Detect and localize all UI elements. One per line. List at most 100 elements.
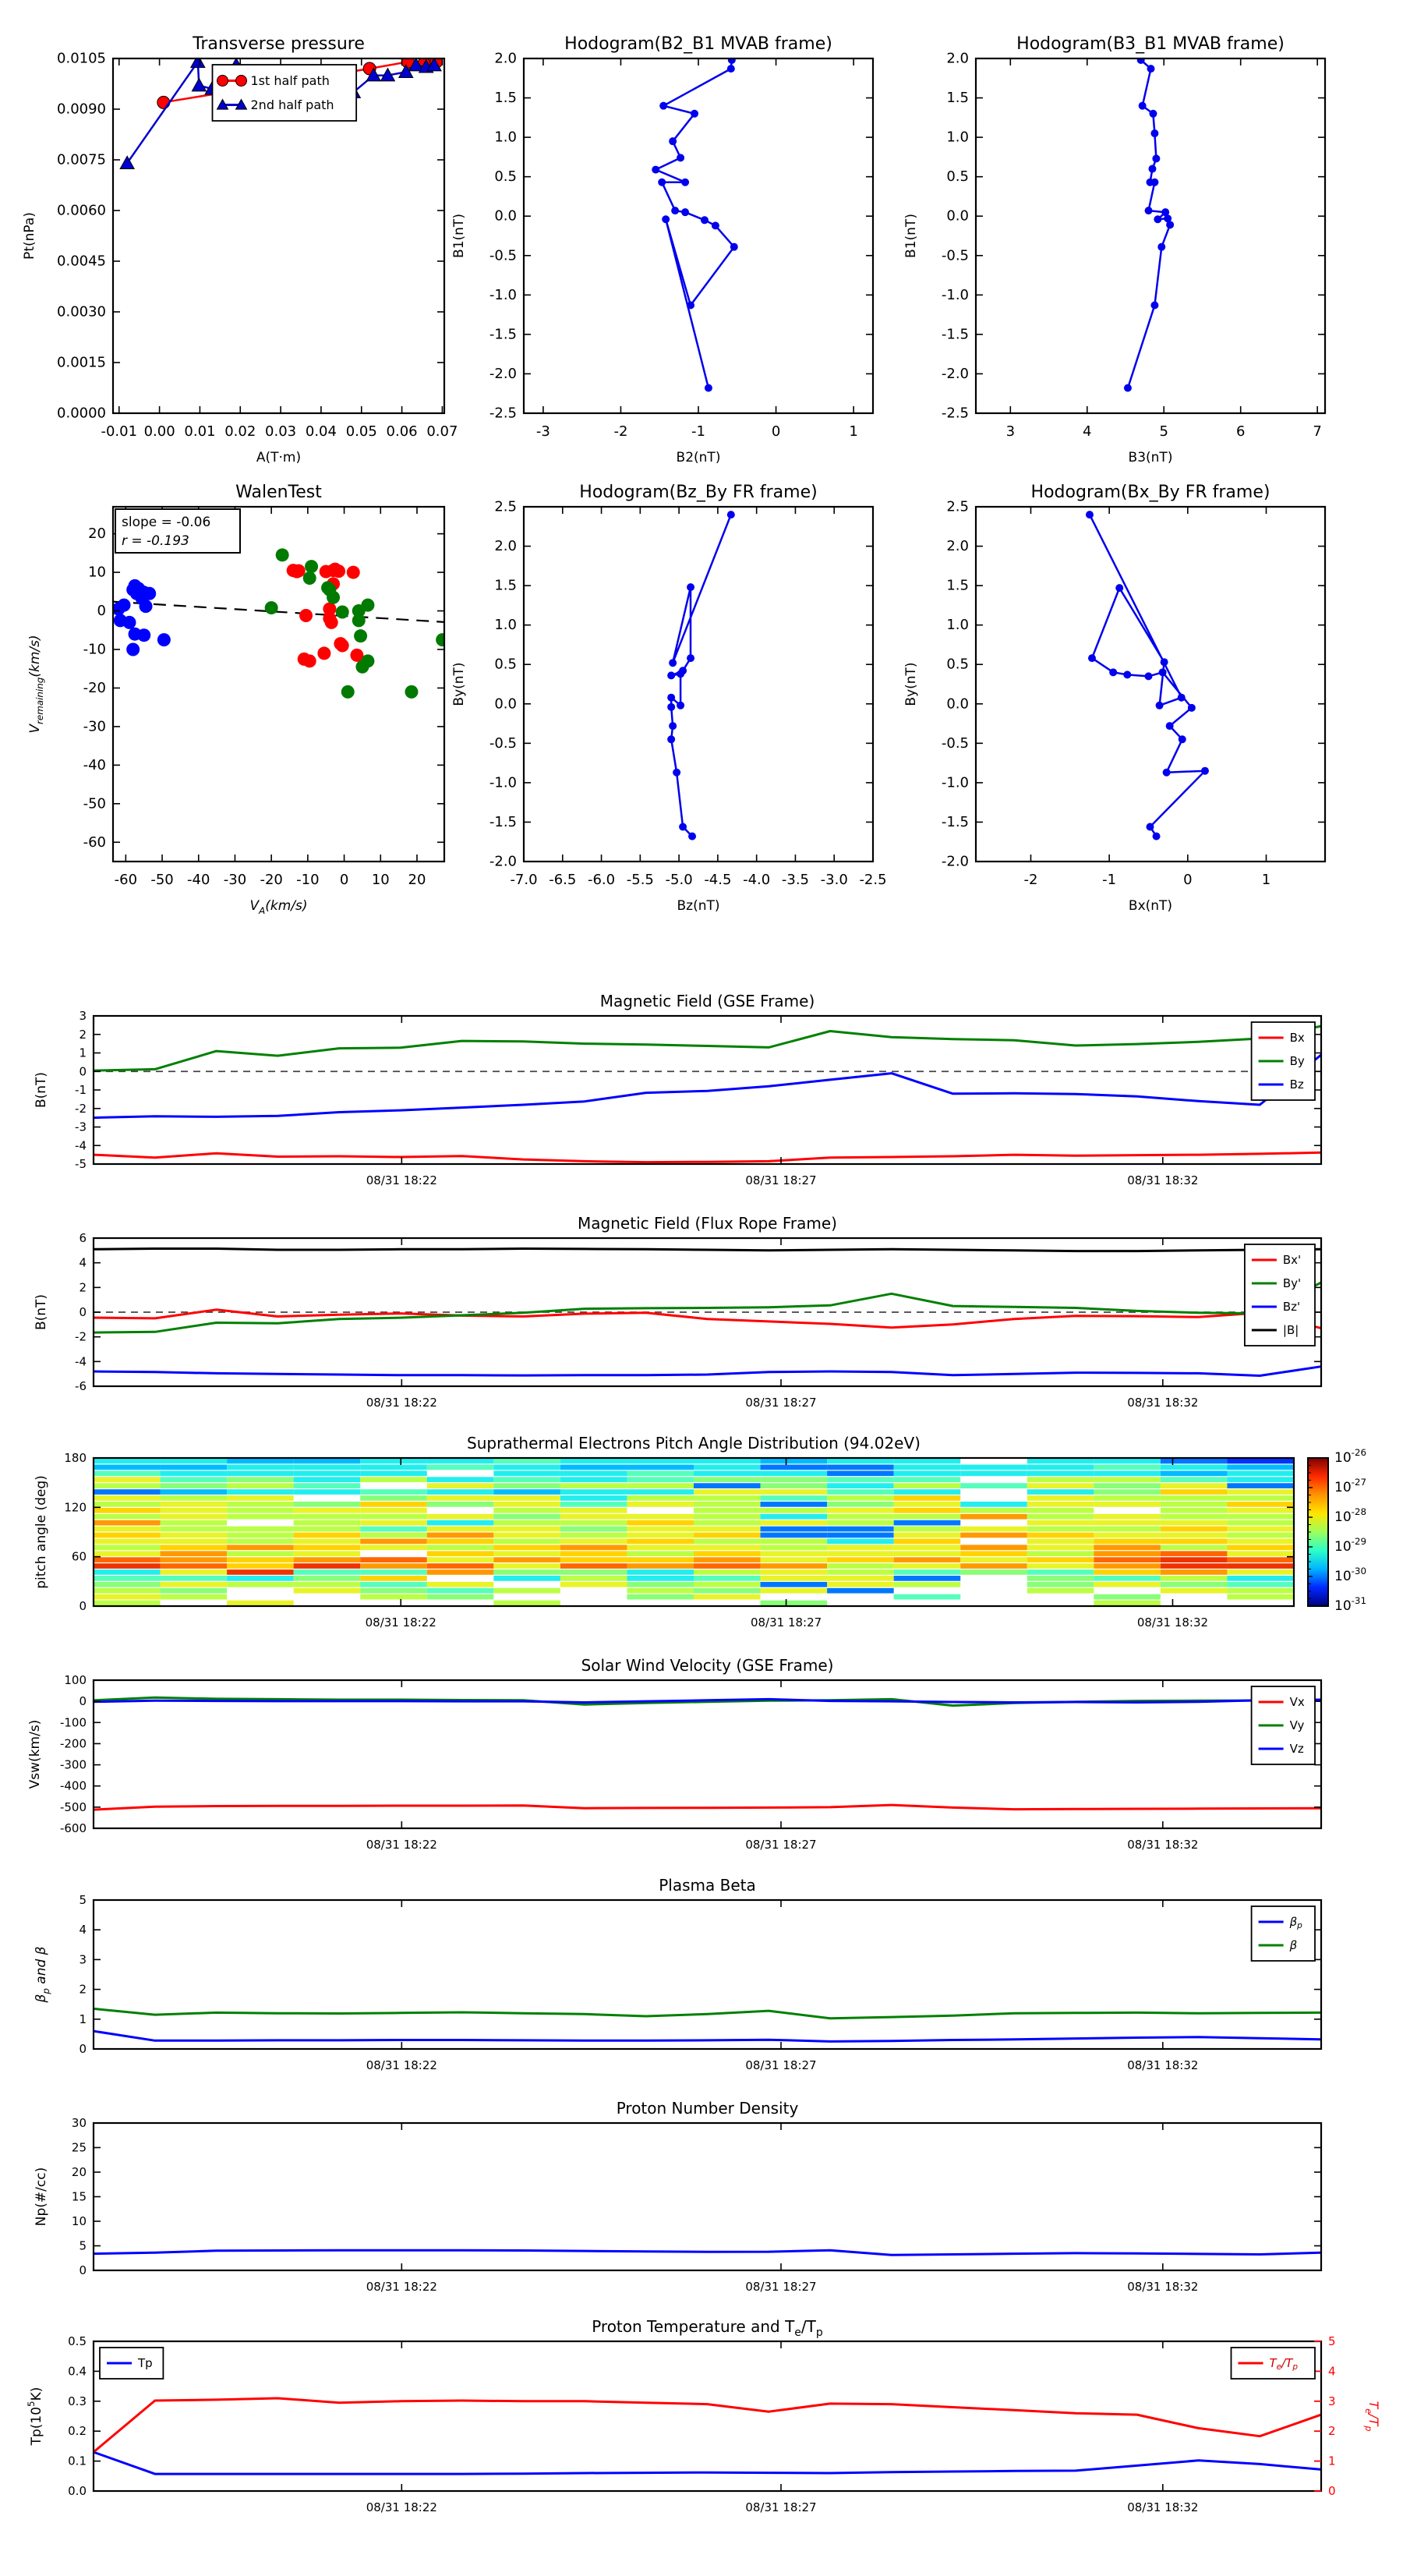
y-tick-label: 30 bbox=[72, 2116, 87, 2130]
y-tick-label: 2.5 bbox=[946, 499, 969, 515]
heatmap-cell bbox=[160, 1489, 228, 1495]
heatmap-cell bbox=[560, 1495, 627, 1501]
heatmap-cell bbox=[560, 1545, 627, 1551]
x-axis-label: B2(nT) bbox=[677, 450, 721, 465]
y-tick-label: -4 bbox=[75, 1354, 87, 1368]
dot-marker bbox=[681, 208, 690, 217]
heatmap-cell bbox=[760, 1545, 828, 1551]
y-tick-label: -5 bbox=[75, 1157, 87, 1171]
right-y-tick-label: 5 bbox=[1328, 2334, 1336, 2348]
triangle-marker bbox=[408, 58, 424, 72]
y-tick-label: 0 bbox=[79, 1599, 87, 1613]
y-tick-label: -4 bbox=[75, 1138, 87, 1152]
x-tick-label: -10 bbox=[296, 872, 319, 888]
y-tick-label: -6 bbox=[75, 1379, 87, 1393]
x-tick-label: 08/31 18:32 bbox=[1137, 1615, 1208, 1629]
dot-marker bbox=[323, 602, 337, 616]
heatmap-cell bbox=[1027, 1495, 1094, 1501]
heatmap-cell bbox=[493, 1520, 560, 1526]
series-Vz bbox=[93, 1697, 1322, 1704]
dot-marker bbox=[730, 242, 738, 251]
y-tick-label: -60 bbox=[83, 834, 106, 851]
y-tick-label: 4 bbox=[79, 1923, 87, 1937]
heatmap-cell bbox=[694, 1470, 761, 1477]
dot-marker bbox=[1152, 832, 1161, 840]
heatmap-cell bbox=[694, 1458, 761, 1464]
heatmap-cell bbox=[760, 1507, 828, 1513]
y-tick-label: -2.5 bbox=[489, 405, 517, 422]
legend-label: Bz bbox=[1290, 1077, 1304, 1092]
heatmap-cell bbox=[627, 1513, 694, 1520]
legend-label: βp bbox=[1289, 1915, 1303, 1930]
x-tick-label: -20 bbox=[260, 872, 282, 888]
y-tick-label: 5 bbox=[79, 1893, 87, 1907]
dot-marker bbox=[1085, 511, 1094, 519]
heatmap-cell bbox=[1160, 1587, 1228, 1594]
heatmap-cell bbox=[160, 1551, 228, 1557]
right-y-tick-label: 2 bbox=[1328, 2424, 1336, 2438]
y-tick-label: 2.0 bbox=[946, 51, 969, 67]
chart-proton-number-density: Proton Number Density 08/31 18:22 08/31 18… bbox=[34, 2099, 1323, 2294]
heatmap-cell bbox=[560, 1520, 627, 1526]
x-tick-label: 08/31 18:27 bbox=[745, 2280, 816, 2294]
y-tick-label: 1.5 bbox=[494, 578, 517, 594]
heatmap-cell bbox=[694, 1581, 761, 1587]
heatmap-cell bbox=[1094, 1538, 1161, 1545]
heatmap-cell bbox=[493, 1513, 560, 1520]
heatmap-cell bbox=[360, 1495, 427, 1501]
heatmap-cell bbox=[1094, 1477, 1161, 1483]
chart-title: Suprathermal Electrons Pitch Angle Distr… bbox=[467, 1434, 921, 1453]
x-tick-label: 08/31 18:27 bbox=[745, 2058, 816, 2072]
heatmap-cell bbox=[1160, 1520, 1228, 1526]
heatmap-cell bbox=[360, 1557, 427, 1562]
heatmap-cell bbox=[893, 1581, 961, 1587]
heatmap-cell bbox=[560, 1507, 627, 1513]
heatmap-cell bbox=[493, 1563, 560, 1569]
legend: βp β bbox=[1250, 1905, 1316, 1962]
heatmap-cell bbox=[960, 1551, 1027, 1557]
heatmap-cell bbox=[960, 1545, 1027, 1551]
dot-marker bbox=[332, 564, 346, 579]
chart-title: Magnetic Field (GSE Frame) bbox=[600, 992, 815, 1010]
heatmap-cell bbox=[827, 1569, 894, 1575]
heatmap-cell bbox=[426, 1513, 494, 1520]
heatmap-cell bbox=[160, 1532, 228, 1538]
heatmap-cell bbox=[1160, 1557, 1228, 1562]
heatmap-cell bbox=[694, 1551, 761, 1557]
dot-marker bbox=[1162, 768, 1171, 777]
series-|B| bbox=[93, 1247, 1322, 1253]
x-tick-label: 08/31 18:22 bbox=[366, 1173, 437, 1187]
chart-magnetic-field-gse: Magnetic Field (GSE Frame) 08/31 18:22 08/… bbox=[34, 992, 1323, 1187]
x-tick-label: -1 bbox=[691, 423, 705, 440]
heatmap-cell bbox=[1094, 1470, 1161, 1477]
x-tick-label: -2 bbox=[1023, 872, 1037, 888]
heatmap-cell bbox=[1027, 1477, 1094, 1483]
dot-marker bbox=[302, 571, 316, 585]
heatmap-cell bbox=[627, 1569, 694, 1575]
x-tick-label: 08/31 18:27 bbox=[751, 1615, 822, 1629]
axes-frame bbox=[974, 505, 1327, 863]
heatmap-cell bbox=[760, 1538, 828, 1545]
heatmap-cell bbox=[94, 1587, 161, 1594]
legend-label: By bbox=[1290, 1054, 1305, 1068]
heatmap-cell bbox=[1027, 1458, 1094, 1464]
heatmap-cell bbox=[827, 1545, 894, 1551]
x-tick-label: 0.07 bbox=[426, 423, 458, 440]
chart-title: Hodogram(Bx_By FR frame) bbox=[1031, 483, 1270, 502]
heatmap-cell bbox=[560, 1470, 627, 1477]
y-tick-label: 0 bbox=[79, 1064, 87, 1078]
heatmap-cell bbox=[560, 1502, 627, 1507]
heatmap-cell bbox=[94, 1594, 161, 1600]
heatmap-cell bbox=[1227, 1569, 1294, 1575]
heatmap-cell bbox=[1227, 1502, 1294, 1507]
y-axis-label: Pt(nPa) bbox=[22, 212, 37, 260]
x-tick-label: -6.0 bbox=[588, 872, 615, 888]
heatmap-cell bbox=[960, 1513, 1027, 1520]
heatmap-cell bbox=[1094, 1545, 1161, 1551]
heatmap-cell bbox=[627, 1526, 694, 1532]
y-tick-label: -1.0 bbox=[942, 287, 969, 303]
x-tick-label: 0.06 bbox=[387, 423, 418, 440]
x-tick-label: 7 bbox=[1313, 423, 1321, 440]
dot-marker bbox=[687, 583, 695, 592]
heatmap-cell bbox=[160, 1458, 228, 1464]
